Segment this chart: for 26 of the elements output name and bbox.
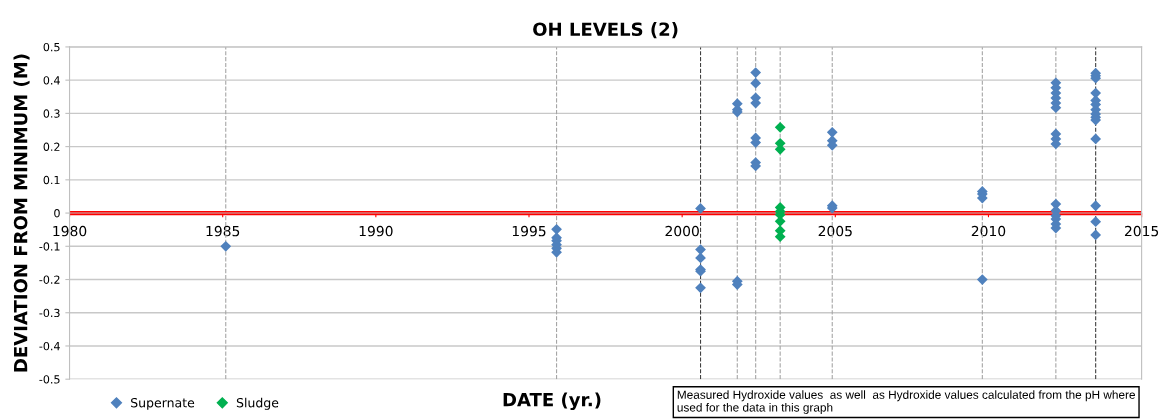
y-tick-label: 0.1 <box>43 175 60 185</box>
y-tick-label: 0.4 <box>43 76 60 85</box>
x-tick-label: 2015 <box>1124 225 1159 237</box>
x-tick-label: 1990 <box>359 225 393 237</box>
x-tick-label: 2005 <box>818 225 852 237</box>
x-axis-title: DATE (yr.) <box>503 392 601 411</box>
y-tick-label: -0.2 <box>39 275 60 284</box>
y-tick-label: -0.4 <box>39 341 60 351</box>
legend-label: Sludge <box>236 397 279 410</box>
point <box>774 121 786 133</box>
x-tick-label: 1995 <box>512 225 546 237</box>
y-tick-label: -0.3 <box>39 308 60 318</box>
chart-title: OH LEVELS (2) <box>533 22 678 39</box>
x-tick-label: 2010 <box>971 225 1006 237</box>
y-tick-label: 0.2 <box>43 142 60 151</box>
y-tick-label: -0.1 <box>39 242 60 251</box>
x-tick-label: 1985 <box>206 225 240 237</box>
legend-label: Supernate <box>131 397 195 410</box>
y-tick-label: -0.5 <box>39 375 60 384</box>
y-tick-label: 0.5 <box>43 42 60 52</box>
y-axis-title: DEVIATION FROM MINIMUM (M) <box>13 54 30 372</box>
x-tick-label: 1980 <box>53 225 87 237</box>
y-tick-label: 0.3 <box>43 109 60 118</box>
text: Measured Hydroxide values as well as Hydroxide values calculated from the pH where used for the data in this graph <box>677 390 1135 414</box>
y-tick-label: 0 <box>54 209 60 218</box>
x-tick-label: 2000 <box>665 225 699 237</box>
